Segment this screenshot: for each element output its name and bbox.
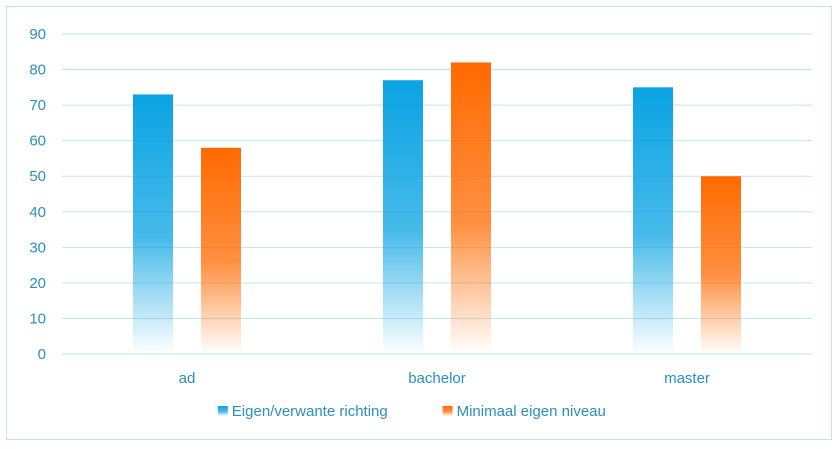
legend: Eigen/verwante richting Minimaal eigen ni… — [217, 403, 606, 420]
x-axis-category-labels: ad bachelor master — [179, 370, 710, 387]
legend-swatch-series-2 — [442, 406, 453, 416]
y-tick-label-40: 40 — [29, 204, 46, 221]
x-category-label-ad: ad — [179, 370, 196, 387]
y-tick-label-70: 70 — [29, 97, 46, 114]
bar-master-series-1 — [633, 87, 673, 354]
y-axis-tick-labels: 0 10 20 30 40 50 60 70 80 90 — [29, 26, 46, 363]
legend-swatch-series-1 — [217, 406, 228, 416]
x-category-label-bachelor: bachelor — [408, 370, 466, 387]
x-category-label-master: master — [664, 370, 710, 387]
y-tick-label-50: 50 — [29, 168, 46, 185]
legend-label-series-2: Minimaal eigen niveau — [457, 403, 606, 420]
legend-label-series-1: Eigen/verwante richting — [232, 403, 388, 420]
y-tick-label-20: 20 — [29, 275, 46, 292]
y-tick-label-60: 60 — [29, 133, 46, 150]
bar-master-series-2 — [701, 176, 741, 354]
gridlines — [62, 33, 812, 355]
y-tick-label-80: 80 — [29, 62, 46, 79]
bar-bachelor-series-1 — [383, 80, 423, 354]
y-tick-label-90: 90 — [29, 26, 46, 43]
y-tick-label-30: 30 — [29, 239, 46, 256]
y-tick-label-0: 0 — [38, 346, 46, 363]
bars — [133, 62, 741, 354]
bar-ad-series-2 — [201, 147, 241, 354]
y-tick-label-10: 10 — [29, 310, 46, 327]
bar-bachelor-series-2 — [451, 62, 491, 354]
bar-ad-series-1 — [133, 94, 173, 354]
